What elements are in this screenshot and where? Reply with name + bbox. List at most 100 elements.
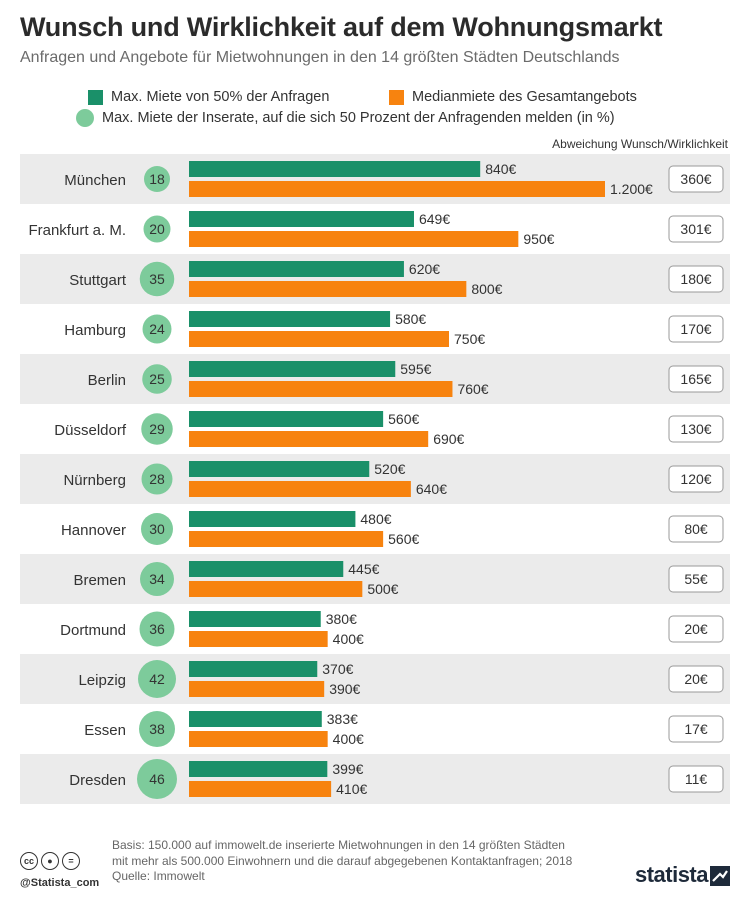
bar-label-angebot: 400€ (333, 631, 364, 647)
difference-box (668, 715, 724, 743)
bar-angebot (189, 331, 449, 347)
percent-label: 30 (149, 521, 165, 537)
difference-box (668, 365, 724, 393)
percent-circle (141, 463, 173, 495)
bar-angebot (189, 181, 605, 197)
legend-label-orange: Medianmiete des Gesamtangebots (412, 89, 637, 105)
bar-angebot (189, 731, 328, 747)
city-label: Nürnberg (63, 472, 126, 489)
percent-circle (144, 166, 170, 192)
bar-angebot (189, 581, 363, 597)
bar-angebot (189, 281, 467, 297)
city-label: Essen (84, 722, 126, 739)
bar-angebot (189, 481, 411, 497)
legend-item-orange: Medianmiete des Gesamtangebots (389, 89, 637, 105)
license-icons: cc ● = (20, 852, 80, 870)
percent-circle (143, 215, 171, 243)
bar-label-anfragen: 520€ (374, 461, 405, 477)
percent-label: 28 (149, 471, 165, 487)
city-label: Stuttgart (69, 272, 127, 289)
bar-label-anfragen: 380€ (326, 611, 357, 627)
difference-box (668, 615, 724, 643)
bar-label-anfragen: 480€ (360, 511, 391, 527)
percent-label: 35 (149, 271, 165, 287)
difference-label: 130€ (680, 421, 711, 437)
bar-label-anfragen: 840€ (485, 161, 516, 177)
city-label: Berlin (88, 372, 126, 389)
row-stripe (20, 754, 730, 804)
no-derivatives-icon: = (62, 852, 80, 870)
bar-label-angebot: 950€ (523, 231, 554, 247)
bar-angebot (189, 231, 519, 247)
city-label: Düsseldorf (54, 422, 127, 439)
statista-handle: @Statista_com (20, 877, 100, 889)
city-label: Hamburg (64, 322, 126, 339)
bar-label-anfragen: 383€ (327, 711, 358, 727)
difference-box (668, 265, 724, 293)
percent-label: 24 (149, 321, 165, 337)
bar-label-anfragen: 649€ (419, 211, 450, 227)
percent-label: 42 (149, 671, 165, 687)
percent-label: 29 (149, 421, 165, 437)
bar-label-anfragen: 445€ (348, 561, 379, 577)
legend-swatch-green (88, 89, 103, 105)
percent-label: 36 (149, 621, 165, 637)
percent-label: 34 (149, 571, 165, 587)
bar-label-angebot: 560€ (388, 531, 419, 547)
city-label: Dresden (69, 772, 126, 789)
city-label: Dortmund (60, 622, 126, 639)
legend-label-green: Max. Miete von 50% der Anfragen (111, 89, 330, 105)
bar-label-anfragen: 580€ (395, 311, 426, 327)
footer-note: Basis: 150.000 auf immowelt.de inseriert… (112, 838, 572, 885)
difference-box (668, 415, 724, 443)
statista-logo-icon (710, 866, 730, 886)
percent-label: 46 (149, 771, 165, 787)
bar-label-anfragen: 370€ (322, 661, 353, 677)
attribution-icon: ● (41, 852, 59, 870)
bar-label-angebot: 640€ (416, 481, 447, 497)
bar-label-anfragen: 399€ (332, 761, 363, 777)
percent-circle (139, 711, 175, 747)
difference-label: 80€ (684, 521, 708, 537)
bar-anfragen (189, 661, 318, 677)
bar-anfragen (189, 711, 322, 727)
bar-anfragen (189, 261, 404, 277)
bar-anfragen (189, 511, 356, 527)
creative-commons-icon: cc (20, 852, 38, 870)
percent-circle (142, 314, 172, 344)
bar-angebot (189, 631, 328, 647)
difference-label: 120€ (680, 471, 711, 487)
bar-anfragen (189, 361, 396, 377)
bar-label-angebot: 400€ (333, 731, 364, 747)
difference-label: 55€ (684, 571, 708, 587)
city-label: Bremen (73, 572, 126, 589)
row-stripe (20, 554, 730, 604)
bar-angebot (189, 381, 453, 397)
bar-label-angebot: 750€ (454, 331, 485, 347)
bar-label-anfragen: 620€ (409, 261, 440, 277)
difference-box (668, 315, 724, 343)
footer-note-line1: Basis: 150.000 auf immowelt.de inseriert… (112, 838, 565, 852)
bar-label-angebot: 800€ (471, 281, 502, 297)
legend-swatch-circle (76, 109, 94, 127)
bar-anfragen (189, 611, 321, 627)
difference-label: 360€ (680, 171, 711, 187)
bar-label-angebot: 390€ (329, 681, 360, 697)
city-label: München (64, 172, 126, 189)
bar-label-angebot: 1.200€ (610, 181, 653, 197)
legend-swatch-orange (389, 89, 404, 105)
difference-box (668, 515, 724, 543)
difference-label: 301€ (680, 221, 711, 237)
difference-header: Abweichung Wunsch/Wirklichkeit (552, 137, 728, 151)
bar-label-angebot: 760€ (457, 381, 488, 397)
difference-label: 170€ (680, 321, 711, 337)
city-label: Leipzig (78, 672, 126, 689)
bar-anfragen (189, 211, 414, 227)
bar-anfragen (189, 311, 391, 327)
bar-anfragen (189, 561, 344, 577)
percent-circle (138, 660, 176, 698)
bar-label-angebot: 410€ (336, 781, 367, 797)
percent-circle (139, 611, 175, 647)
bar-angebot (189, 531, 384, 547)
